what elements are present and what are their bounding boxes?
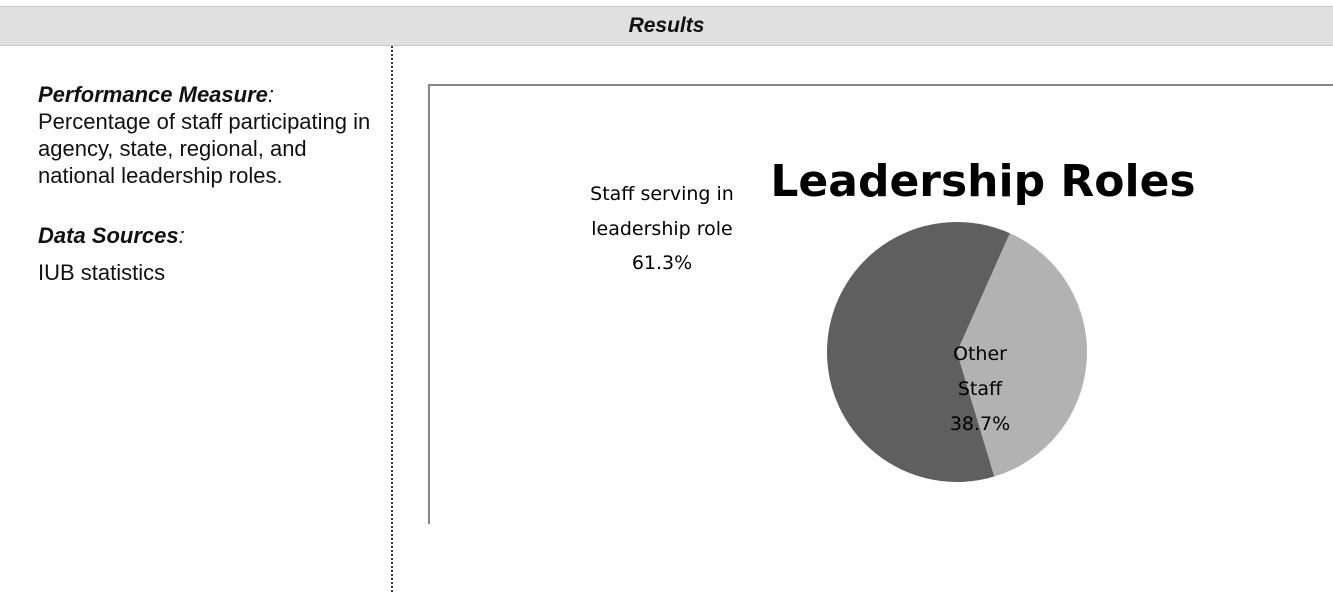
left-panel: Performance Measure: Percentage of staff… xyxy=(38,82,378,286)
pie-slice-leadership xyxy=(827,221,1010,482)
label-leadership-line2: leadership role xyxy=(591,218,732,240)
chart-frame xyxy=(428,84,1333,524)
label-other-value: 38.7% xyxy=(950,413,1010,435)
chart-title: Leadership Roles xyxy=(770,156,1195,207)
label-leadership-value: 61.3% xyxy=(632,252,692,274)
performance-measure-heading: Performance Measure: xyxy=(38,82,378,108)
performance-measure-colon: : xyxy=(267,82,275,107)
pie-slice-other-staff xyxy=(957,233,1087,477)
label-other-line1: Other xyxy=(953,343,1007,365)
data-sources-heading: Data Sources: xyxy=(38,223,378,249)
label-other-line2: Staff xyxy=(958,378,1003,400)
pie-chart: Leadership Roles Staff serving in leaders… xyxy=(590,156,1196,482)
pie-labels: Staff serving in leadership role 61.3% Othe… xyxy=(590,183,1010,435)
results-header-bar: Results xyxy=(0,6,1333,46)
dotted-divider xyxy=(391,46,393,592)
data-sources-text: IUB statistics xyxy=(38,260,166,285)
performance-measure-heading-text: Performance Measure xyxy=(38,82,268,107)
data-sources-heading-text: Data Sources xyxy=(38,223,179,248)
results-title: Results xyxy=(628,14,705,37)
data-sources-colon: : xyxy=(178,223,185,248)
pie-slices xyxy=(827,221,1087,482)
performance-measure-text: Percentage of staff participating in age… xyxy=(38,109,371,188)
label-leadership-line1: Staff serving in xyxy=(590,183,734,205)
